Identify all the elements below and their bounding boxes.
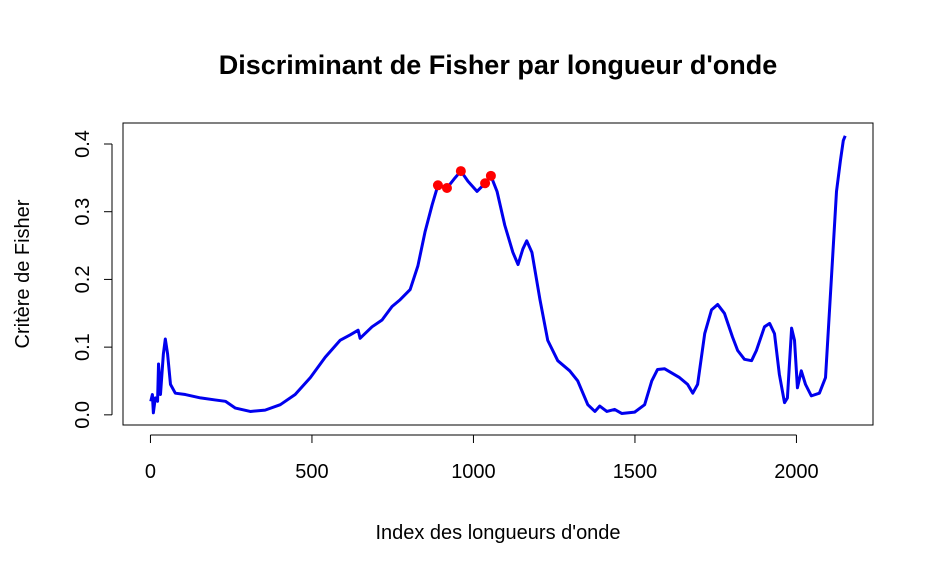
x-axis-label: Index des longueurs d'onde bbox=[375, 522, 620, 544]
x-tick-label: 500 bbox=[295, 461, 328, 483]
chart-title: Discriminant de Fisher par longueur d'on… bbox=[219, 50, 778, 80]
x-tick-label: 0 bbox=[145, 461, 156, 483]
highlight-point bbox=[432, 180, 443, 191]
x-tick-label: 1500 bbox=[613, 461, 658, 483]
x-tick-label: 2000 bbox=[774, 461, 819, 483]
x-tick-label: 1000 bbox=[451, 461, 496, 483]
data-line bbox=[149, 135, 847, 415]
y-tick-label: 0.4 bbox=[72, 130, 94, 158]
y-tick-label: 0.2 bbox=[72, 266, 94, 294]
y-axis-label: Critère de Fisher bbox=[12, 199, 34, 348]
highlight-point bbox=[480, 178, 491, 189]
highlight-point bbox=[441, 183, 452, 194]
highlight-point bbox=[485, 170, 496, 181]
highlight-point bbox=[455, 166, 466, 177]
y-tick-label: 0.1 bbox=[72, 333, 94, 361]
y-tick-label: 0.0 bbox=[72, 401, 94, 429]
y-tick-label: 0.3 bbox=[72, 198, 94, 226]
plot-box bbox=[122, 122, 874, 426]
